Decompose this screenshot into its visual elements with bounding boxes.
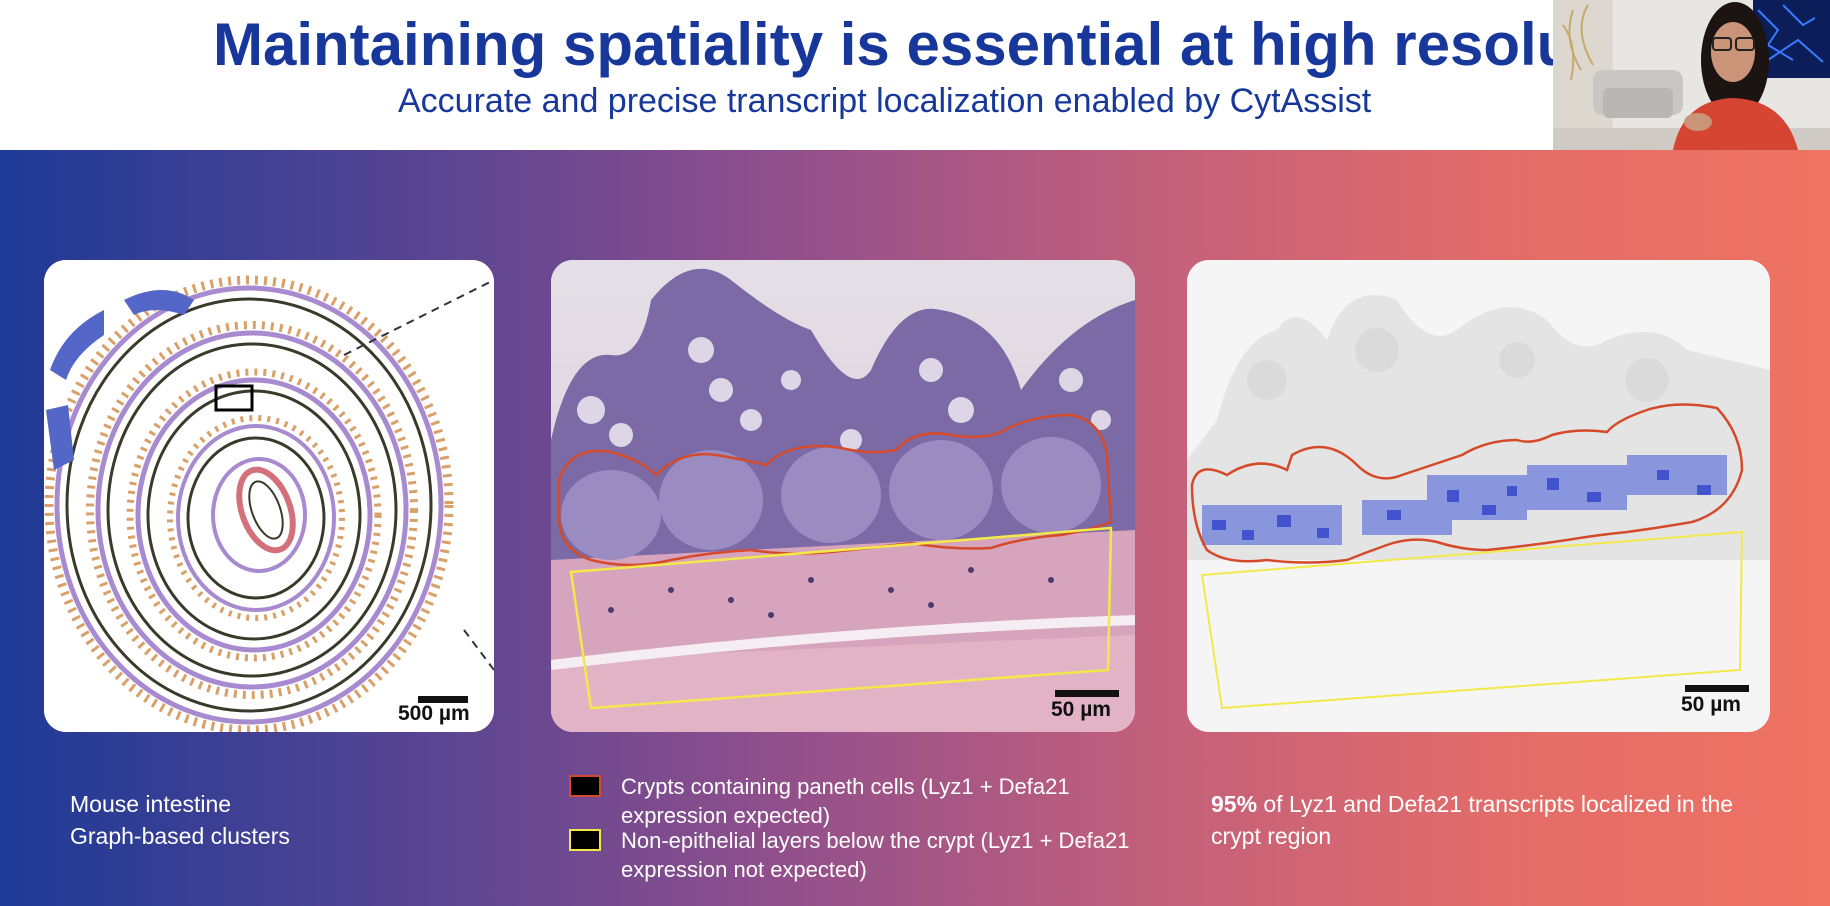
non-epithelial-outline-swatch [569, 829, 601, 851]
transcript-scale-label: 50 µm [1681, 693, 1741, 716]
left-caption-line2: Graph-based clusters [70, 823, 290, 849]
he-scale-bar [1055, 690, 1119, 697]
crypt-outline-swatch [569, 775, 601, 797]
slide-title: Maintaining spatiality is essential at h… [213, 11, 1610, 78]
presenter-webcam [1553, 0, 1830, 150]
he-panel: 50 µm [551, 260, 1135, 732]
right-caption-highlight: 95% [1211, 791, 1258, 817]
intestine-cluster-image [44, 260, 494, 732]
cluster-scale-label: 500 µm [398, 702, 470, 725]
he-scale-label: 50 µm [1051, 698, 1111, 721]
legend-item-non-epithelial: Non-epithelial layers below the crypt (L… [569, 826, 1131, 884]
left-caption: Mouse intestine Graph-based clusters [70, 788, 290, 852]
he-stained-tissue-image [551, 260, 1135, 732]
cluster-panel: 500 µm [44, 260, 494, 732]
right-caption-text: of Lyz1 and Defa21 transcripts localized… [1211, 791, 1734, 849]
left-caption-line1: Mouse intestine [70, 791, 232, 817]
presenter-video-icon [1553, 0, 1830, 150]
legend-text-crypts: Crypts containing paneth cells (Lyz1 + D… [621, 774, 1070, 828]
legend-text-non-epithelial: Non-epithelial layers below the crypt (L… [621, 828, 1130, 882]
slide-header: Maintaining spatiality is essential at h… [0, 0, 1830, 150]
transcript-panel: 50 µm [1187, 260, 1770, 732]
right-caption: 95% of Lyz1 and Defa21 transcripts local… [1211, 788, 1771, 852]
legend-item-crypts: Crypts containing paneth cells (Lyz1 + D… [569, 772, 1131, 830]
cluster-scale-bar [418, 696, 468, 703]
transcript-scale-bar [1685, 685, 1749, 692]
slide-subtitle: Accurate and precise transcript localiza… [398, 82, 1372, 120]
transcript-density-image [1187, 260, 1770, 732]
